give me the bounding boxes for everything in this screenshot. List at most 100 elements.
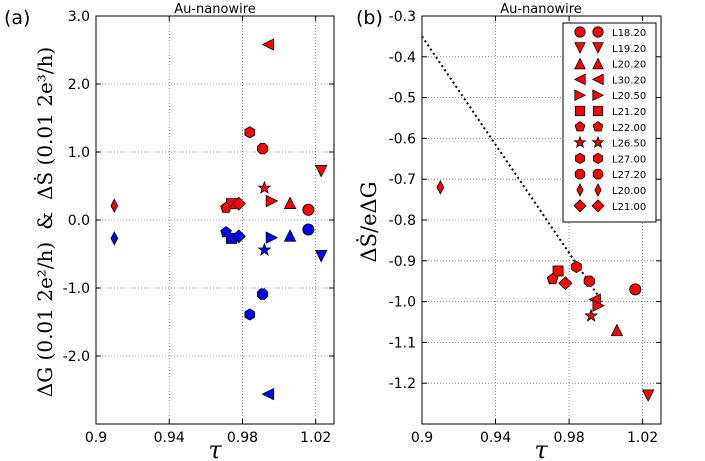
legend-marker-L30.20 (591, 73, 604, 86)
panel-a-ytick-label: 1.0 (68, 145, 90, 161)
legend-marker-L22.00 (592, 121, 604, 132)
data-point-L20.50 (592, 299, 605, 312)
panel-a-ticks: 0.9 0.94 0.98 1.02 -2.0 -1.0 0.0 1.0 2.0 3.0 (63, 9, 334, 446)
data-point-hexagon-blue (244, 308, 256, 321)
panel-b-ytick-label: -0.5 (389, 91, 416, 107)
data-point-hexagon-red (244, 126, 256, 139)
legend-label: L27.00 (612, 154, 646, 165)
legend-label: L21.20 (612, 107, 646, 118)
legend-marker-L20.20 (592, 57, 604, 70)
data-point-octagon-red (256, 142, 269, 155)
panel-a-grid (95, 15, 334, 424)
panel-b-ytick-label: -0.4 (389, 50, 416, 66)
panel-b-points (436, 180, 655, 402)
data-point-thin-diamond-blue (110, 231, 119, 246)
legend-label: L20.50 (612, 91, 646, 102)
data-point-star-red (257, 180, 272, 194)
legend-marker-L18.20 (574, 26, 586, 38)
panel-b-xtick-label: 0.9 (411, 430, 433, 446)
panel-a-ylabel: ΔG (0.01 2e²/h) & ΔṠ (0.01 2e³/h) (32, 47, 57, 397)
legend-marker-L20.50 (592, 89, 605, 102)
data-point-triangle-down-red (314, 165, 328, 178)
panel-a-title: Au-nanowire (174, 2, 256, 17)
legend-marker-L26.50 (591, 135, 605, 149)
legend-marker-L20.50 (574, 89, 587, 102)
data-point-L27.20 (583, 275, 595, 287)
panel-a-xtick-label: 0.9 (85, 430, 107, 446)
legend-marker-L19.20 (574, 42, 586, 54)
legend-marker-L27.20 (592, 168, 604, 180)
data-point-triangle-left-blue (261, 387, 275, 401)
panel-a-ytick-label: -2.0 (63, 349, 90, 365)
legend-label: L30.20 (612, 75, 646, 86)
panel-b-title: Au-nanowire (500, 2, 582, 17)
legend-label: L26.50 (612, 139, 646, 150)
data-point-triangle-right-blue (265, 231, 279, 244)
panel-b-dotted-line (421, 35, 603, 303)
data-point-circle-blue (302, 223, 315, 236)
legend-label: L21.00 (612, 202, 646, 213)
legend-marker-L27.20 (574, 168, 586, 180)
data-point-triangle-left-red (261, 38, 275, 51)
data-point-circle-red (302, 203, 315, 216)
legend-marker-L20.00 (594, 183, 602, 197)
legend-label: L20.00 (612, 186, 646, 197)
legend-marker-L21.20 (574, 105, 586, 117)
panel-a-ytick-label: 0.0 (68, 213, 90, 229)
panel-b-ytick-label: -0.9 (389, 254, 416, 270)
panel-b-xtick-label: 0.98 (553, 430, 584, 446)
data-point-octagon-blue (256, 288, 269, 300)
panel-b-ytick-label: -0.7 (389, 172, 416, 188)
data-point-triangle-down-blue (314, 250, 328, 263)
data-point-pentagon-red (220, 201, 232, 213)
legend-marker-L20.20 (574, 57, 586, 70)
panel-b-xtick-label: 1.02 (627, 430, 658, 446)
data-point-thin-diamond-red (110, 198, 119, 214)
panel-a-ytick-label: 3.0 (68, 9, 90, 25)
panel-b-ytick-label: -1.0 (389, 295, 416, 311)
data-point-L27.00 (571, 260, 582, 273)
legend-marker-L21.00 (591, 199, 605, 213)
panel-b-xtick-label: 0.94 (480, 430, 511, 446)
panel-a-ytick-label: -1.0 (63, 281, 90, 297)
panel-a-points (110, 38, 328, 401)
data-point-L20.20 (610, 323, 624, 337)
panel-b-ytick-label: -0.3 (389, 9, 416, 25)
panel-a-xtick-label: 0.98 (227, 430, 258, 446)
legend-marker-L18.20 (592, 26, 604, 38)
panel-a-label: (a) (4, 7, 30, 29)
panel-a-xtick-label: 0.94 (154, 430, 185, 446)
legend-marker-L27.00 (575, 152, 585, 165)
panel-b-ytick-label: -1.1 (389, 335, 416, 351)
data-point-triangle-right-red (265, 194, 279, 208)
data-point-triangle-up-red (283, 196, 297, 210)
legend-marker-L19.20 (592, 42, 604, 54)
data-point-L20.00 (436, 180, 445, 195)
panel-b-ytick-label: -0.8 (389, 213, 416, 229)
data-point-L21.20 (552, 265, 564, 277)
panel-b-legend: L18.20 L19.20 L20.20 L30.20 L20.50 L21.20 L22.… (562, 22, 657, 223)
panel-a-frame (95, 15, 335, 425)
legend-label: L27.20 (612, 170, 646, 181)
legend-label: L19.20 (612, 44, 646, 55)
data-point-L18.20 (629, 283, 642, 296)
panel-b-ytick-label: -1.2 (389, 376, 416, 392)
data-point-pentagon-blue (220, 226, 232, 238)
legend-label: L18.20 (612, 28, 646, 39)
panel-b-ticks: 0.9 0.94 0.98 1.02 -1.2 -1.1 -1.0 -0.9 -0.8 -0.7 -… (389, 9, 661, 446)
legend-label: L22.00 (612, 123, 646, 134)
data-point-star-blue (257, 242, 272, 256)
legend-marker-L27.00 (593, 152, 603, 165)
data-point-L26.50 (584, 308, 599, 322)
panel-b: 0.9 0.94 0.98 1.02 -1.2 -1.1 -1.0 -0.9 -0.8 -0.7 -… (356, 2, 662, 461)
panel-a-ylabel-left: ΔG (0.01 2e²/h) (33, 242, 57, 397)
legend-marker-L26.50 (573, 135, 587, 149)
data-point-diamond-red (231, 196, 246, 211)
panel-b-ytick-label: -0.6 (389, 131, 416, 147)
legend-label: L20.20 (612, 60, 646, 71)
data-point-diamond-blue (231, 229, 246, 244)
panel-a: 0.9 0.94 0.98 1.02-2.0-1.00.01.02.03.0 (a) … (4, 2, 335, 461)
legend-marker-L30.20 (573, 73, 586, 86)
panel-b-label: (b) (356, 7, 383, 29)
